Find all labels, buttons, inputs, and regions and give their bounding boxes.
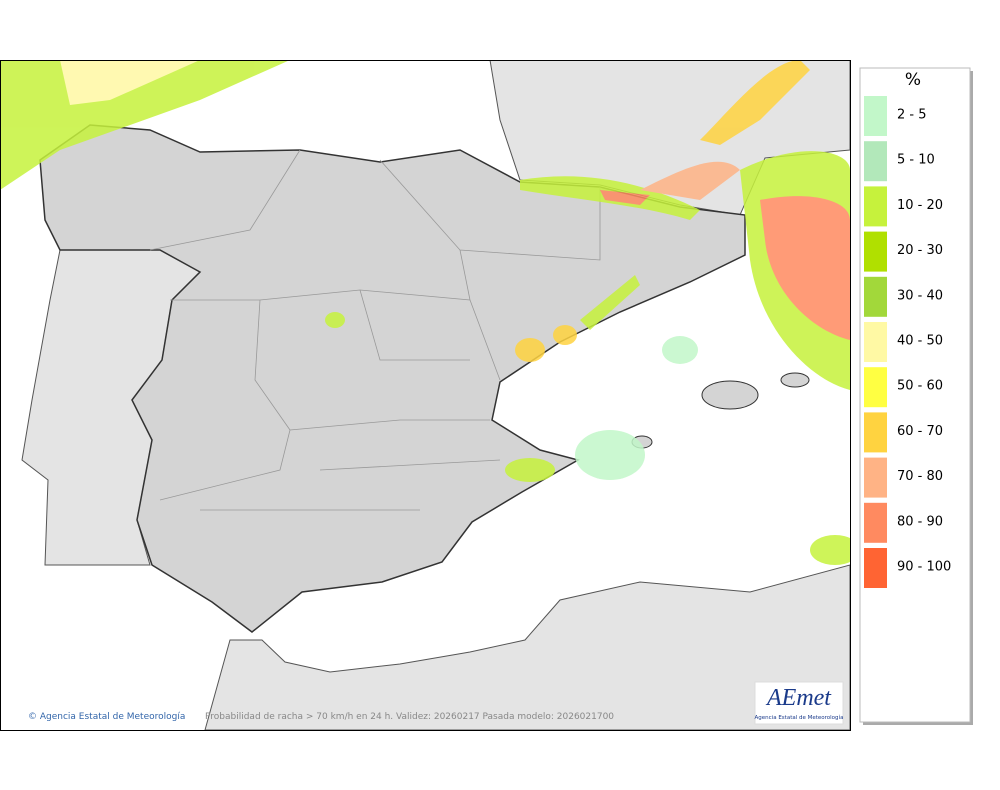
logo-subtitle: Agencia Estatal de Meteorología: [755, 714, 844, 721]
map-frame: [0, 60, 851, 731]
legend-label: 50 - 60: [897, 379, 943, 394]
legend-swatch: [864, 412, 887, 453]
legend-label: 80 - 90: [897, 514, 943, 529]
logo-text: AEmet: [765, 685, 832, 711]
africa: [204, 564, 850, 730]
legend-swatch: [864, 502, 887, 543]
copyright: © Agencia Estatal de Meteorología: [28, 712, 185, 722]
island: [780, 372, 810, 388]
legend-label: 20 - 30: [897, 243, 943, 258]
legend-title: %: [905, 70, 921, 90]
legend-swatch: [864, 231, 887, 272]
map: © Agencia Estatal de Meteorología Probab…: [0, 60, 850, 730]
copyright-text: Agencia Estatal de Meteorología: [40, 712, 186, 722]
legend-swatch: [864, 457, 887, 498]
legend-swatch: [864, 367, 887, 408]
legend-swatch: [864, 141, 887, 182]
legend-label: 2 - 5: [897, 108, 927, 123]
legend-label: 5 - 10: [897, 153, 935, 168]
legend-label: 90 - 100: [897, 560, 951, 575]
logo-box: [754, 681, 844, 725]
island: [701, 380, 759, 410]
legend-label: 10 - 20: [897, 198, 943, 213]
region-borders: [149, 149, 601, 511]
legend-swatch: [864, 276, 887, 317]
legend-label: 40 - 50: [897, 334, 943, 349]
legend-label: 60 - 70: [897, 424, 943, 439]
legend-swatch: [864, 96, 887, 136]
legend-label: 70 - 80: [897, 469, 943, 484]
legend-swatch: [864, 548, 887, 588]
legend-items: 2 - 5 5 - 10 10 - 20 20 - 30 30 - 40 40 - 50 5…: [864, 96, 951, 588]
probability-areas: [0, 60, 850, 565]
legend-swatch: [864, 322, 887, 362]
legend-swatch: [864, 186, 887, 227]
legend-label: 30 - 40: [897, 288, 943, 303]
caption: Probabilidad de racha > 70 km/h en 24 h.…: [205, 712, 614, 722]
